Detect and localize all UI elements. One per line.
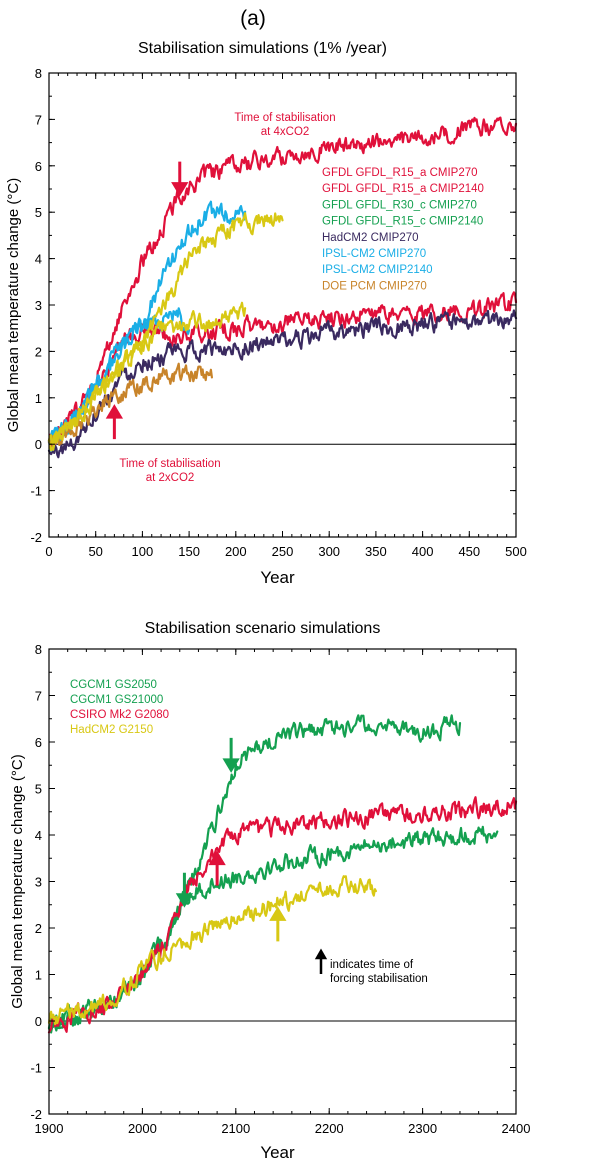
arrow-down-icon [175, 872, 194, 908]
series-line-8 [47, 362, 213, 446]
arrow-up-icon [105, 404, 124, 440]
legend-entry: CGCM1 GS2050 [70, 679, 157, 691]
legend-entry: DOE PCM CMIP270 [322, 280, 427, 292]
y-tick-label: 1 [35, 968, 42, 983]
y-tick-label: -2 [30, 530, 42, 545]
chart-title: Stabilisation scenario simulations [145, 620, 381, 637]
x-axis-label: Year [260, 568, 295, 587]
arrow-up-icon [208, 850, 226, 886]
y-tick-label: 6 [35, 735, 42, 750]
y-tick-label: 7 [35, 689, 42, 704]
legend-entry: HadCM2 CMIP270 [322, 232, 419, 244]
legend-entry: HadCM2 G2150 [70, 724, 153, 736]
annotation-text: at 4xCO2 [261, 126, 310, 138]
annotation-text: Time of stabilisation [119, 458, 220, 470]
x-tick-label: 2100 [221, 1121, 250, 1136]
series-line-4 [47, 875, 377, 1026]
legend-entry: CSIRO Mk2 G2080 [70, 709, 169, 721]
panel-letter: (a) [240, 7, 266, 30]
x-axis-label: Year [260, 1143, 295, 1162]
arrow-down-icon [171, 161, 189, 197]
x-tick-label: 1900 [35, 1121, 64, 1136]
series-line-5 [47, 309, 518, 459]
key-arrow-icon [314, 948, 328, 974]
annotation-text: at 2xCO2 [146, 472, 195, 484]
legend-entry: CGCM1 GS21000 [70, 694, 163, 706]
y-tick-label: 5 [35, 205, 42, 220]
x-tick-label: 50 [88, 544, 102, 559]
chart-title: Stabilisation simulations (1% /year) [138, 40, 387, 57]
y-axis-label: Global mean temperature change (°C) [9, 754, 26, 1008]
y-tick-label: 6 [35, 159, 42, 174]
x-tick-label: 150 [178, 544, 200, 559]
x-tick-label: 100 [132, 544, 154, 559]
y-tick-label: 8 [35, 66, 42, 81]
legend-entry: GFDL GFDL_R30_c CMIP270 [322, 199, 477, 211]
annotation-text: indicates time of [330, 959, 414, 971]
x-tick-label: 0 [45, 544, 52, 559]
y-tick-label: 1 [35, 391, 42, 406]
x-tick-label: 300 [318, 544, 340, 559]
y-tick-label: 3 [35, 875, 42, 890]
y-tick-label: 8 [35, 642, 42, 657]
legend-entry: IPSL-CM2 CMIP270 [322, 248, 426, 260]
x-tick-label: 450 [458, 544, 480, 559]
x-tick-label: 2200 [315, 1121, 344, 1136]
y-tick-label: -1 [30, 484, 42, 499]
series-line-10 [47, 212, 284, 452]
series-line-2 [47, 116, 518, 446]
legend-entry: IPSL-CM2 CMIP2140 [322, 264, 433, 276]
top-chart: Stabilisation simulations (1% /year)0 50 1… [5, 40, 527, 587]
legend-entry: GFDL GFDL_R15_c CMIP2140 [322, 216, 483, 228]
legend-entry: GFDL GFDL_R15_a CMIP2140 [322, 183, 484, 195]
y-tick-label: 2 [35, 344, 42, 359]
y-tick-label: 5 [35, 782, 42, 797]
y-tick-label: 2 [35, 921, 42, 936]
y-tick-label: 4 [35, 252, 42, 267]
y-tick-label: 3 [35, 298, 42, 313]
series-line-9 [47, 301, 247, 446]
x-tick-label: 500 [505, 544, 527, 559]
x-tick-label: 250 [272, 544, 294, 559]
x-tick-label: 400 [412, 544, 434, 559]
y-tick-label: 0 [35, 437, 42, 452]
annotation-text: Time of stabilisation [234, 112, 335, 124]
x-tick-label: 2400 [502, 1121, 531, 1136]
x-tick-label: 2300 [408, 1121, 437, 1136]
x-tick-label: 200 [225, 544, 247, 559]
y-tick-label: -2 [30, 1107, 42, 1122]
y-tick-label: 4 [35, 828, 42, 843]
y-tick-label: 7 [35, 112, 42, 127]
legend-entry: GFDL GFDL_R15_a CMIP270 [322, 167, 478, 179]
annotation-text: forcing stabilisation [330, 973, 428, 985]
arrow-down-icon [222, 737, 240, 773]
y-axis-label: Global mean temperature change (°C) [5, 178, 22, 432]
x-tick-label: 350 [365, 544, 387, 559]
y-tick-label: -1 [30, 1061, 42, 1076]
y-tick-label: 0 [35, 1014, 42, 1029]
x-tick-label: 2000 [128, 1121, 157, 1136]
arrow-up-icon [269, 906, 287, 942]
